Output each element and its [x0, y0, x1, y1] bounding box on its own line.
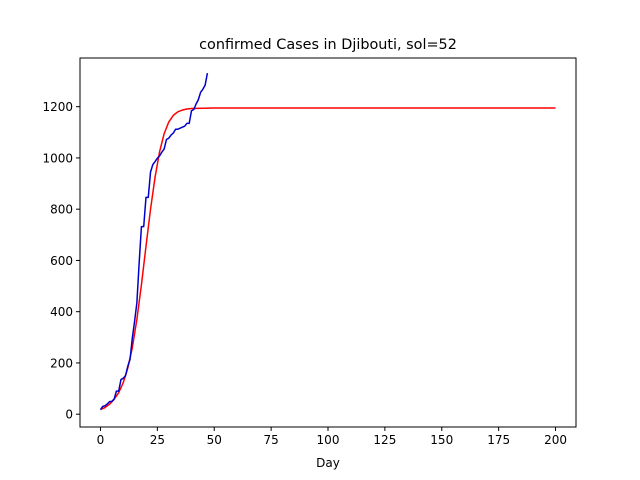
y-tick-label: 800: [50, 203, 73, 217]
series-line-1: [99, 72, 209, 411]
y-tick-label: 0: [65, 408, 73, 422]
y-tick-label: 1200: [42, 100, 73, 114]
x-tick-label: 150: [430, 433, 453, 447]
x-tick-label: 100: [317, 433, 340, 447]
y-tick-label: 1000: [42, 151, 73, 165]
x-tick-label: 50: [207, 433, 222, 447]
x-tick-label: 200: [544, 433, 567, 447]
y-axis-ticks: 0 200 400 600 800 1000 1200: [42, 100, 80, 422]
y-tick-label: 200: [50, 356, 73, 370]
x-tick-label: 0: [97, 433, 105, 447]
x-axis-ticks: 0 25 50 75 100 125 150 175 200: [97, 427, 567, 447]
series-line-0: [100, 107, 556, 411]
x-tick-label: 75: [263, 433, 278, 447]
x-tick-label: 125: [373, 433, 396, 447]
y-tick-label: 400: [50, 305, 73, 319]
x-tick-label: 25: [150, 433, 165, 447]
x-axis-label: Day: [316, 456, 340, 470]
y-tick-label: 600: [50, 254, 73, 268]
chart-title: confirmed Cases in Djibouti, sol=52: [199, 37, 457, 53]
x-tick-label: 175: [487, 433, 510, 447]
plot-series: [99, 72, 556, 411]
